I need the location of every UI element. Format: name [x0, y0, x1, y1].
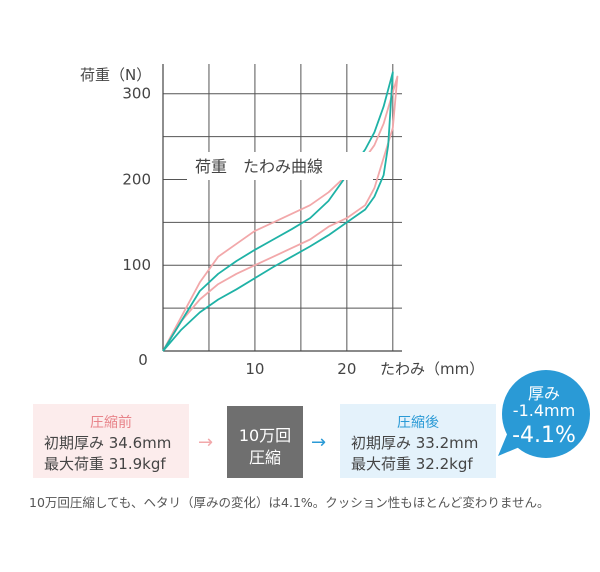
after-title: 圧縮後 [397, 415, 439, 431]
before-compression-box: 圧縮前 初期厚み 34.6mm 最大荷重 31.9kgf [33, 404, 189, 478]
origin-label: 0 [138, 351, 148, 369]
x-tick-label: 10 [245, 360, 264, 378]
compression-label: 圧縮 [248, 448, 281, 467]
after-compression-box: 圧縮後 初期厚み 33.2mm 最大荷重 32.2kgf [340, 404, 496, 478]
chart-series [162, 71, 399, 352]
y-tick-label: 200 [122, 170, 151, 188]
x-axis-label: たわみ（mm） [380, 360, 484, 378]
cycles-label: 10万回 [238, 426, 292, 445]
thickness-change-bubble: 厚み -1.4mm -4.1% [494, 368, 594, 468]
speech-bubble-shape [498, 370, 590, 458]
x-tick-label: 20 [337, 360, 356, 378]
chart-title: 荷重 たわみ曲線 [195, 157, 323, 176]
before-initial-thickness: 初期厚み 34.6mm [44, 434, 172, 452]
y-tick-label: 300 [122, 85, 151, 103]
before-title: 圧縮前 [90, 415, 132, 431]
y-tick-label: 100 [122, 256, 151, 274]
arrow-right-icon: → [311, 432, 327, 453]
compression-cycles-box: 10万回 圧縮 [227, 406, 303, 478]
footnote: 10万回圧縮しても、ヘタリ（厚みの変化）は4.1%。クッション性もほとんど変わり… [29, 495, 550, 510]
bubble-mm-change: -1.4mm [512, 401, 576, 420]
series-line-1 [162, 75, 399, 352]
after-max-load: 最大荷重 32.2kgf [351, 455, 473, 473]
series-line-2 [162, 71, 394, 352]
chart-axes [162, 64, 402, 352]
chart-title-background [187, 152, 373, 180]
load-deflection-chart: 100 200 300 0 10 20 荷重（N） たわみ（mm） 荷重 たわみ曲線 [80, 64, 484, 378]
before-max-load: 最大荷重 31.9kgf [44, 455, 166, 473]
bubble-percent-change: -4.1% [512, 423, 576, 448]
bubble-label: 厚み [527, 384, 560, 403]
chart-labels: 100 200 300 0 10 20 荷重（N） たわみ（mm） 荷重 たわみ曲線 [80, 66, 484, 378]
arrow-right-icon: → [198, 432, 214, 453]
after-initial-thickness: 初期厚み 33.2mm [351, 434, 479, 452]
y-axis-label: 荷重（N） [80, 66, 151, 84]
